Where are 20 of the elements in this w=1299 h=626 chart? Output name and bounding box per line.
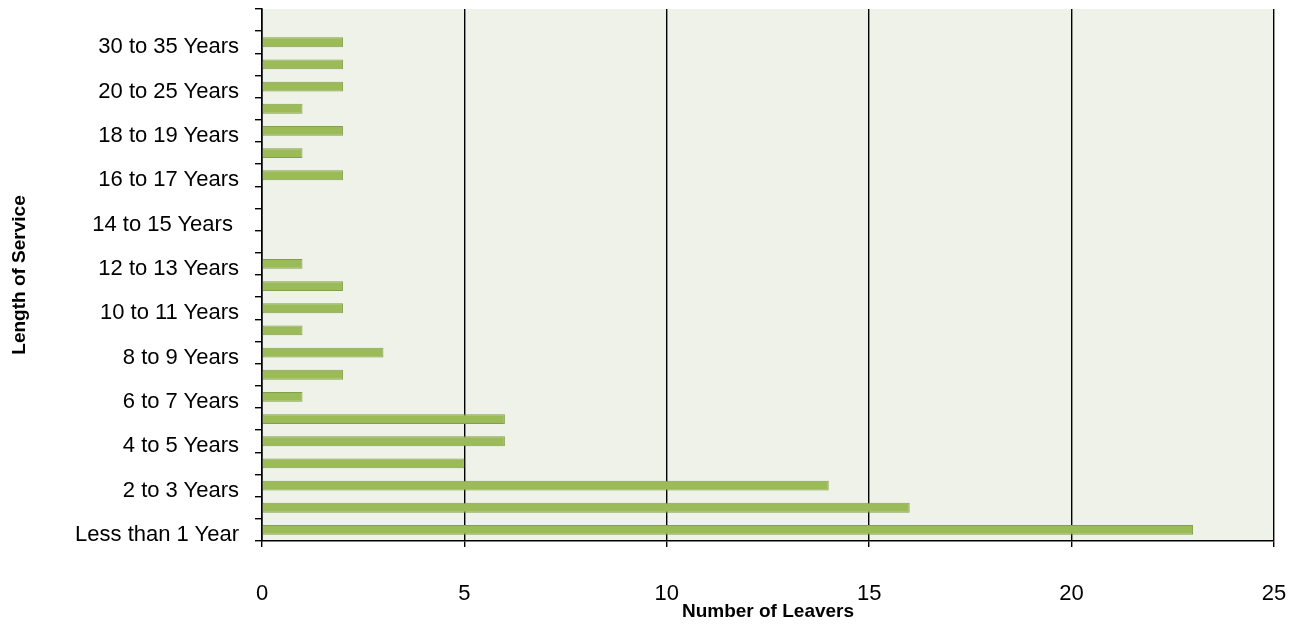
x-tick-label: 0: [255, 580, 269, 606]
x-tick-label: 15: [856, 580, 882, 606]
y-tick-label: 14 to 15 Years: [92, 210, 239, 236]
x-axis-title: Number of Leavers: [681, 599, 855, 621]
y-tick-label: 10 to 11 Years: [99, 299, 239, 325]
y-axis-title: Length of Service: [7, 195, 29, 355]
y-tick-label: 18 to 19 Years: [98, 121, 239, 147]
y-tick-label: 4 to 5 Years: [122, 432, 239, 458]
y-tick-label: Less than 1 Year: [75, 520, 239, 546]
y-tick-label: 30 to 35 Years: [98, 33, 239, 59]
y-tick-label: 16 to 17 Years: [98, 166, 239, 192]
x-tick-label: 10: [654, 580, 680, 606]
x-tick-label: 25: [1261, 580, 1287, 606]
x-tick-label: 5: [458, 580, 471, 606]
y-tick-label: 2 to 3 Years: [122, 476, 239, 502]
x-tick-label: 20: [1059, 580, 1084, 606]
y-tick-label: 6 to 7 Years: [122, 387, 239, 413]
y-tick-label: 12 to 13 Years: [98, 254, 239, 280]
y-tick-label: 20 to 25 Years: [98, 77, 239, 103]
y-tick-label: 8 to 9 Years: [122, 343, 239, 369]
